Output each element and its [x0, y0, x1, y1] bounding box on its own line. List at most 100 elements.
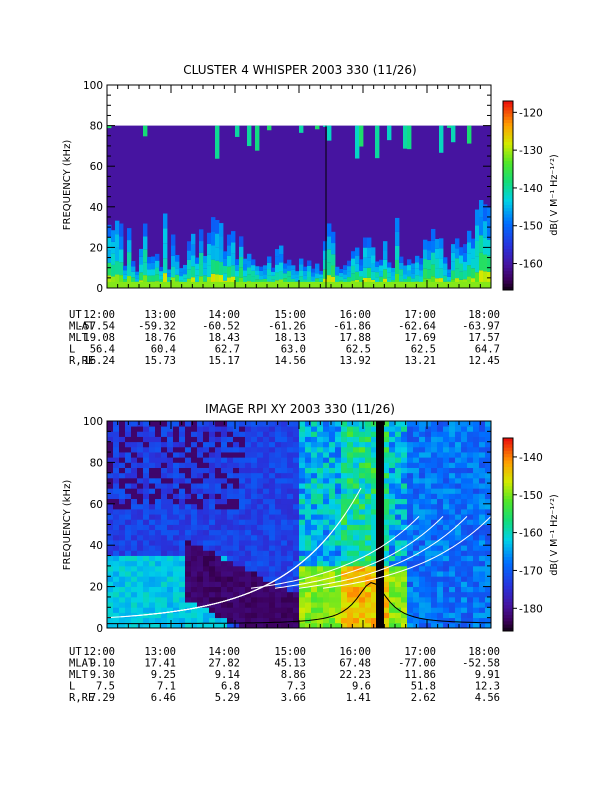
image-rpi-spectrogram-cell [371, 498, 378, 505]
image-rpi-spectrogram-cell [299, 503, 306, 510]
image-rpi-spectrogram-cell [365, 441, 372, 448]
image-rpi-spectrogram-cell [425, 591, 432, 598]
image-rpi-spectrogram-cell [245, 529, 252, 536]
ephemeris-value: 14:00 [208, 309, 240, 321]
image-rpi-spectrogram-cell [305, 431, 312, 437]
image-rpi-spectrogram-cell [149, 431, 156, 437]
image-rpi-spectrogram-cell [203, 524, 210, 531]
image-rpi-spectrogram-cell [299, 565, 306, 572]
image-rpi-spectrogram-cell [401, 477, 408, 484]
image-rpi-spectrogram-cell [365, 596, 372, 603]
colorbar-segment [503, 164, 513, 168]
image-rpi-spectrogram-cell [461, 436, 468, 443]
colorbar-tick-label: -130 [519, 145, 543, 157]
image-rpi-spectrogram-cell [347, 488, 354, 494]
image-rpi-spectrogram-cell [479, 524, 486, 531]
image-rpi-spectrogram-cell [143, 426, 150, 432]
image-rpi-spectrogram-cell [371, 607, 378, 613]
image-rpi-spectrogram-cell [329, 436, 336, 443]
image-rpi-spectrogram-cell [443, 441, 450, 448]
image-rpi-spectrogram-cell [287, 426, 294, 432]
image-rpi-spectrogram-cell [215, 586, 222, 593]
cluster-spectrogram-cell [163, 213, 168, 229]
cluster-spectrogram-cell [343, 265, 348, 270]
image-rpi-spectrogram-cell [275, 472, 282, 479]
cluster-spectrogram-cell [175, 261, 180, 269]
image-rpi-spectrogram-cell [449, 426, 456, 432]
image-rpi-spectrogram-cell [479, 431, 486, 437]
image-rpi-spectrogram-cell [173, 529, 180, 536]
image-rpi-spectrogram-cell [443, 602, 450, 608]
colorbar-segment [503, 524, 513, 529]
image-rpi-spectrogram-cell [365, 472, 372, 479]
cluster-spectrogram-cell [339, 272, 344, 277]
image-rpi-spectrogram-cell [221, 472, 228, 479]
image-rpi-spectrogram-cell [191, 555, 198, 562]
image-rpi-spectrogram-cell [431, 498, 438, 505]
image-rpi-spectrogram-cell [107, 586, 114, 593]
image-rpi-spectrogram-cell [335, 452, 342, 458]
image-rpi-spectrogram-cell [473, 467, 480, 474]
image-rpi-spectrogram-cell [239, 540, 246, 546]
cluster-spectrogram-cell [399, 256, 404, 263]
image-rpi-spectrogram-cell [155, 617, 162, 624]
image-rpi-spectrogram-cell [335, 576, 342, 582]
colorbar-segment [503, 585, 513, 590]
colorbar-segment [503, 220, 513, 225]
image-rpi-spectrogram-cell [395, 426, 402, 432]
image-rpi-spectrogram-cell [419, 596, 426, 603]
image-rpi-spectrogram-cell [347, 441, 354, 448]
image-rpi-spectrogram-cell [149, 483, 156, 489]
image-rpi-spectrogram-cell [287, 508, 294, 515]
image-rpi-spectrogram-cell [437, 498, 444, 505]
image-rpi-spectrogram-cell [449, 462, 456, 468]
image-rpi-spectrogram-cell [467, 514, 474, 520]
image-rpi-spectrogram-cell [335, 514, 342, 520]
image-rpi-spectrogram-cell [125, 457, 132, 463]
image-rpi-spectrogram-cell [287, 617, 294, 624]
image-rpi-spectrogram-cell [281, 534, 288, 541]
image-rpi-spectrogram-cell [197, 477, 204, 484]
image-rpi-spectrogram-cell [455, 503, 462, 510]
image-rpi-spectrogram-cell [341, 519, 348, 525]
image-rpi-spectrogram-cell [203, 586, 210, 593]
image-rpi-spectrogram-cell [437, 607, 444, 613]
cluster-spectrogram-cell [279, 262, 284, 272]
image-rpi-spectrogram-cell [311, 519, 318, 525]
image-rpi-spectrogram-cell [281, 622, 288, 629]
image-rpi-spectrogram-cell [137, 477, 144, 484]
image-rpi-spectrogram-cell [347, 612, 354, 619]
image-rpi-spectrogram-cell [353, 581, 360, 587]
colorbar-segment [503, 605, 513, 609]
image-rpi-spectrogram-cell [269, 483, 276, 489]
cluster-spectrogram-cell [243, 276, 248, 283]
image-rpi-spectrogram-cell [221, 446, 228, 453]
image-rpi-spectrogram-cell [209, 426, 216, 432]
cluster-spectrogram-cell [191, 233, 196, 245]
image-rpi-spectrogram-cell [269, 514, 276, 520]
ephemeris-value: 16:00 [339, 309, 371, 321]
image-rpi-spectrogram-cell [239, 462, 246, 468]
image-rpi-spectrogram-cell [359, 446, 366, 453]
image-rpi-spectrogram-cell [419, 457, 426, 463]
image-rpi-spectrogram-cell [293, 555, 300, 562]
cluster-spectrogram-cell [415, 268, 420, 276]
image-rpi-spectrogram-cell [215, 503, 222, 510]
image-rpi-spectrogram-cell [125, 508, 132, 515]
image-rpi-spectrogram-cell [185, 586, 192, 593]
image-rpi-spectrogram-cell [365, 529, 372, 536]
image-rpi-spectrogram-cell [245, 488, 252, 494]
image-rpi-spectrogram-cell [251, 498, 258, 505]
image-rpi-spectrogram-cell [197, 607, 204, 613]
image-rpi-spectrogram-cell [395, 452, 402, 458]
cluster-spectrogram-cell [147, 263, 152, 270]
image-rpi-spectrogram-cell [401, 441, 408, 448]
image-rpi-spectrogram-cell [221, 617, 228, 624]
image-rpi-spectrogram-cell [209, 421, 216, 427]
image-rpi-spectrogram-cell [395, 488, 402, 494]
image-rpi-spectrogram-cell [185, 426, 192, 432]
image-rpi-spectrogram-cell [479, 545, 486, 551]
image-rpi-spectrogram-cell [173, 514, 180, 520]
image-rpi-spectrogram-cell [167, 555, 174, 562]
image-rpi-spectrogram-cell [437, 467, 444, 474]
